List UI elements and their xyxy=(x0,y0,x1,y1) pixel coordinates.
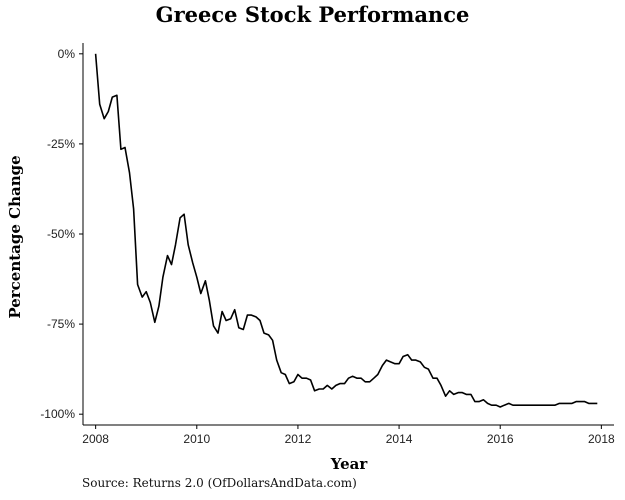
chart-title: Greece Stock Performance xyxy=(155,2,470,27)
y-tick-label: -50% xyxy=(47,227,75,241)
x-tick-label: 2016 xyxy=(487,432,514,446)
source-caption: Source: Returns 2.0 (OfDollarsAndData.co… xyxy=(82,476,357,490)
series-line xyxy=(94,53,598,408)
y-tick-label: -25% xyxy=(47,137,75,151)
ticks: 2008 2010 2012 2014 2016 2018 0% -25% -50% -75% -1… xyxy=(40,47,615,446)
y-axis-title: Percentage Change xyxy=(6,155,24,318)
x-tick-label: 2012 xyxy=(285,432,312,446)
y-tick-label: 0% xyxy=(58,47,76,61)
x-axis-title: Year xyxy=(330,455,369,473)
x-tick-label: 2008 xyxy=(82,432,109,446)
y-tick-label: -75% xyxy=(47,317,75,331)
x-tick-label: 2010 xyxy=(183,432,210,446)
y-tick-label: -100% xyxy=(40,407,75,421)
x-tick-label: 2014 xyxy=(386,432,413,446)
axes xyxy=(82,43,614,426)
x-tick-label: 2018 xyxy=(588,432,615,446)
